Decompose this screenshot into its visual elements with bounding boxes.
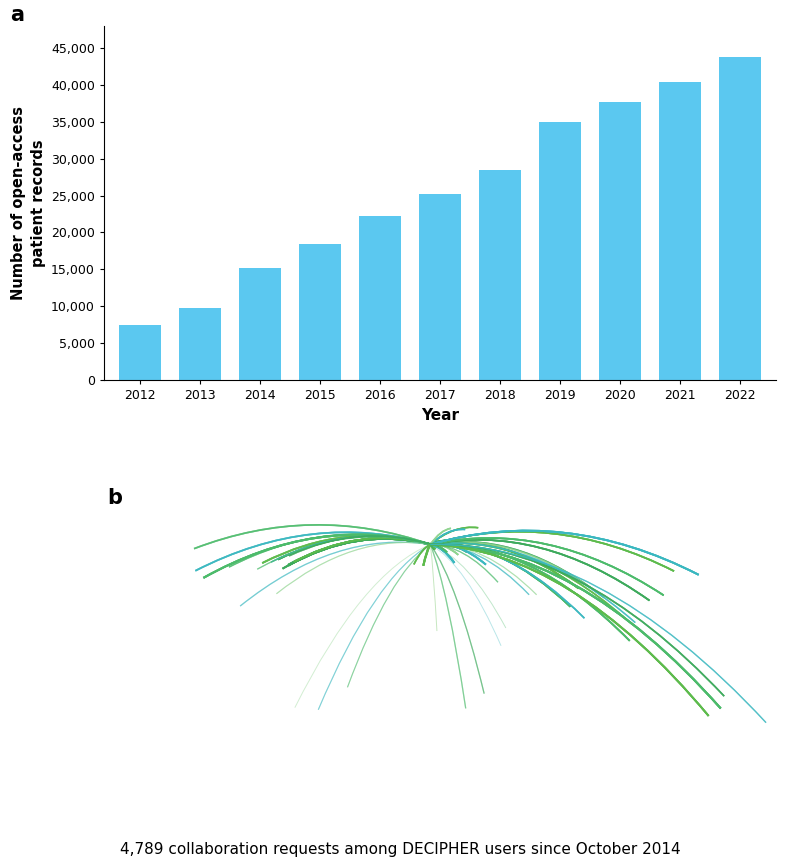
Bar <box>359 216 401 380</box>
Bar <box>419 194 461 380</box>
Text: a: a <box>10 4 24 25</box>
Text: b: b <box>107 488 122 508</box>
Bar <box>239 268 281 380</box>
Bar <box>659 82 701 380</box>
Bar <box>719 57 761 380</box>
Bar <box>119 325 161 380</box>
Y-axis label: Number of open-access
patient records: Number of open-access patient records <box>10 106 46 300</box>
Bar <box>299 243 341 380</box>
X-axis label: Year: Year <box>421 408 459 423</box>
Bar <box>479 170 521 380</box>
Bar <box>599 102 641 380</box>
Bar <box>179 308 221 380</box>
Bar <box>539 122 581 380</box>
Text: 4,789 collaboration requests among DECIPHER users since October 2014: 4,789 collaboration requests among DECIP… <box>120 843 680 857</box>
